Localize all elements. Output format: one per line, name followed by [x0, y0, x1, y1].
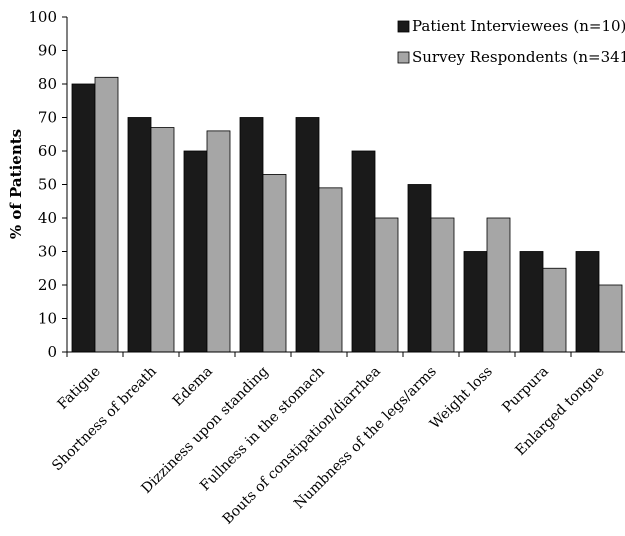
bar-series-0-4	[295, 117, 320, 353]
y-tick-label: 90	[38, 42, 57, 60]
legend-label-1: Survey Respondents (n=341)	[412, 48, 625, 66]
bar-series-0-5	[351, 150, 376, 353]
y-tick-label: 50	[38, 176, 57, 194]
category-label: Edema	[170, 364, 216, 410]
bar-series-1-6	[430, 217, 455, 353]
category-label: Shortness of breath	[49, 364, 160, 475]
y-tick-label: 40	[38, 209, 57, 227]
y-tick-label: 20	[38, 276, 57, 294]
bar-series-0-0	[71, 83, 96, 353]
bars-group	[71, 76, 623, 353]
legend-label-0: Patient Interviewees (n=10)	[412, 17, 625, 35]
legend-swatch-0	[397, 20, 410, 33]
bar-series-1-3	[262, 174, 287, 353]
bar-series-1-1	[150, 127, 175, 353]
category-label: Purpura	[499, 364, 551, 416]
bar-series-0-2	[183, 150, 208, 353]
y-tick-label: 80	[38, 75, 57, 93]
bar-series-0-9	[575, 251, 600, 353]
y-tick-label: 10	[38, 310, 57, 328]
bar-series-0-8	[519, 251, 544, 353]
category-label: Fatigue	[55, 364, 104, 413]
bar-series-0-7	[463, 251, 488, 353]
legend-swatch-1	[397, 51, 410, 64]
y-tick-label: 30	[38, 243, 57, 261]
y-tick-label: 70	[38, 109, 57, 127]
bar-series-1-8	[542, 267, 567, 353]
bar-series-1-7	[486, 217, 511, 353]
y-tick-label: 60	[38, 142, 57, 160]
bar-series-1-4	[318, 187, 343, 353]
bar-series-0-1	[127, 117, 152, 353]
bar-series-1-9	[598, 284, 623, 353]
bar-series-1-0	[94, 76, 119, 353]
bar-series-0-6	[407, 184, 432, 353]
legend: Patient Interviewees (n=10) Survey Respo…	[397, 17, 625, 66]
bar-series-0-3	[239, 117, 264, 353]
bar-series-1-5	[374, 217, 399, 353]
y-tick-label: 100	[28, 8, 57, 26]
y-axis-title: % of Patients	[7, 129, 25, 239]
bar-series-1-2	[206, 130, 231, 353]
y-tick-label: 0	[47, 343, 57, 361]
y-ticks-group: 0 10 20 30 40 50 60 70 80 90 100	[28, 8, 67, 361]
